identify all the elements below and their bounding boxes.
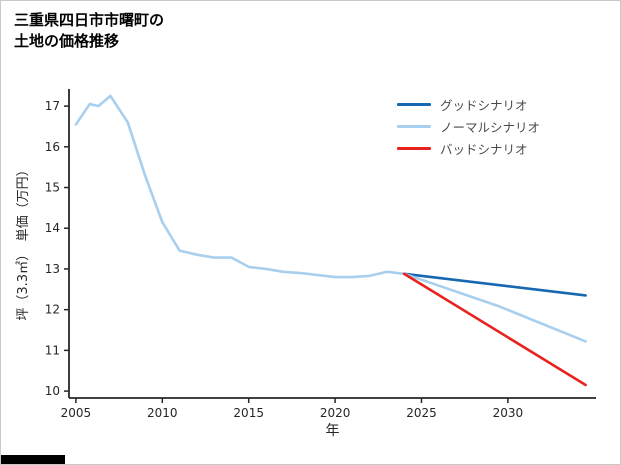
y-tick-label: 12 (45, 303, 60, 317)
y-tick-label: 11 (45, 343, 60, 357)
x-tick-label: 2020 (320, 406, 351, 420)
x-tick-label: 2010 (147, 406, 178, 420)
chart-title: 三重県四日市市曙町の 土地の価格推移 (14, 10, 164, 52)
legend-item-normal: ノーマルシナリオ (397, 117, 540, 135)
y-tick-label: 17 (45, 99, 60, 113)
x-axis-label: 年 (325, 423, 340, 439)
x-tick-label: 2025 (406, 406, 437, 420)
chart-title-line2: 土地の価格推移 (14, 32, 120, 50)
legend-label-normal: ノーマルシナリオ (440, 119, 541, 135)
y-tick-label: 13 (45, 262, 60, 276)
series-実績（過去推移） (74, 94, 406, 279)
bottom-left-black-bar (1, 455, 65, 464)
legend-line-normal (397, 124, 431, 128)
y-tick-label: 16 (45, 140, 60, 154)
legend-label-good: グッドシナリオ (440, 97, 528, 113)
chart-title-line1: 三重県四日市市曙町の (14, 11, 165, 29)
y-tick-label: 10 (45, 384, 60, 398)
legend-line-bad (397, 146, 431, 150)
series-バッドシナリオ (402, 272, 587, 387)
series-グッドシナリオ (402, 272, 587, 297)
legend-label-bad: バッドシナリオ (440, 141, 528, 157)
legend-line-good (397, 102, 431, 106)
x-tick-label: 2005 (61, 406, 92, 420)
legend-item-good: グッドシナリオ (397, 95, 540, 113)
legend: グッドシナリオ ノーマルシナリオ バッドシナリオ (397, 95, 540, 161)
legend-item-bad: バッドシナリオ (397, 139, 540, 157)
x-tick-label: 2015 (233, 406, 264, 420)
y-tick-label: 15 (45, 181, 60, 195)
series-ノーマルシナリオ (402, 272, 587, 343)
y-axis-label: 坪（3.3㎡） 単価（万円） (16, 163, 31, 321)
x-tick-label: 2030 (493, 406, 524, 420)
y-tick-label: 14 (45, 221, 60, 235)
